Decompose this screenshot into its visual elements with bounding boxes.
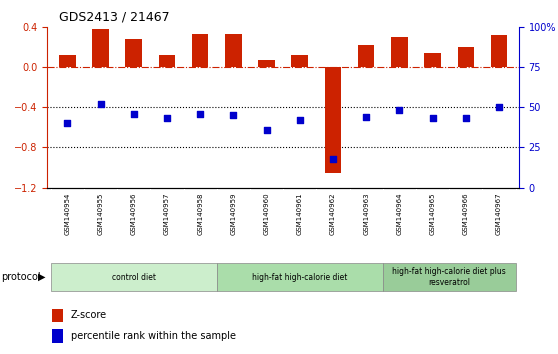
Bar	[458, 47, 474, 67]
Text: GSM140956: GSM140956	[131, 192, 137, 235]
Bar	[424, 53, 441, 67]
Text: GSM140958: GSM140958	[197, 192, 203, 235]
Bar	[92, 29, 109, 67]
Point	[295, 117, 304, 123]
Bar	[59, 55, 76, 67]
Bar	[383, 263, 516, 291]
Text: GSM140957: GSM140957	[164, 192, 170, 235]
Point	[395, 108, 404, 113]
Bar	[391, 36, 408, 67]
Bar	[358, 45, 374, 67]
Text: GSM140962: GSM140962	[330, 192, 336, 235]
Point	[229, 112, 238, 118]
Point	[494, 104, 503, 110]
Bar	[225, 34, 242, 67]
Text: GSM140965: GSM140965	[430, 192, 436, 235]
Point	[428, 115, 437, 121]
Text: ▶: ▶	[38, 272, 45, 282]
Point	[129, 111, 138, 116]
Bar	[51, 263, 217, 291]
Point	[162, 115, 171, 121]
Bar	[52, 309, 64, 322]
Text: GSM140966: GSM140966	[463, 192, 469, 235]
Text: protocol: protocol	[1, 272, 41, 282]
Text: GSM140963: GSM140963	[363, 192, 369, 235]
Point	[63, 120, 72, 126]
Text: GSM140954: GSM140954	[64, 192, 70, 235]
Point	[196, 111, 205, 116]
Point	[461, 115, 470, 121]
Text: control diet: control diet	[112, 273, 156, 281]
Text: Z-score: Z-score	[71, 310, 107, 320]
Point	[96, 101, 105, 107]
Text: GSM140964: GSM140964	[396, 192, 402, 235]
Bar	[291, 55, 308, 67]
Text: high-fat high-calorie diet: high-fat high-calorie diet	[252, 273, 348, 281]
Text: GSM140959: GSM140959	[230, 192, 237, 235]
Text: GSM140960: GSM140960	[263, 192, 270, 235]
Bar	[325, 67, 341, 172]
Bar	[258, 60, 275, 67]
Text: GDS2413 / 21467: GDS2413 / 21467	[59, 11, 169, 24]
Text: high-fat high-calorie diet plus
resveratrol: high-fat high-calorie diet plus resverat…	[392, 267, 506, 287]
Bar	[126, 39, 142, 67]
Text: percentile rank within the sample: percentile rank within the sample	[71, 331, 236, 341]
Bar	[490, 35, 507, 67]
Bar	[52, 329, 64, 343]
Bar	[158, 55, 175, 67]
Text: GSM140961: GSM140961	[297, 192, 303, 235]
Text: GSM140955: GSM140955	[98, 192, 104, 235]
Point	[362, 114, 371, 120]
Point	[329, 156, 338, 161]
Bar	[217, 263, 383, 291]
Point	[262, 127, 271, 132]
Bar	[192, 34, 209, 67]
Text: GSM140967: GSM140967	[496, 192, 502, 235]
